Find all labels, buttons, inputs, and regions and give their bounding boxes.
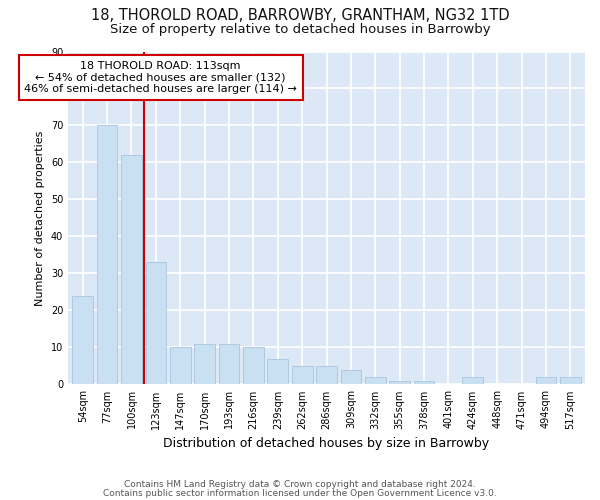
Bar — [170, 348, 191, 385]
Text: Size of property relative to detached houses in Barrowby: Size of property relative to detached ho… — [110, 22, 490, 36]
Bar — [97, 126, 118, 384]
X-axis label: Distribution of detached houses by size in Barrowby: Distribution of detached houses by size … — [163, 437, 490, 450]
Bar — [121, 155, 142, 384]
Bar — [365, 377, 386, 384]
Bar — [536, 377, 556, 384]
Bar — [73, 296, 93, 384]
Bar — [146, 262, 166, 384]
Bar — [414, 380, 434, 384]
Bar — [341, 370, 361, 384]
Text: Contains public sector information licensed under the Open Government Licence v3: Contains public sector information licen… — [103, 488, 497, 498]
Text: 18 THOROLD ROAD: 113sqm
← 54% of detached houses are smaller (132)
46% of semi-d: 18 THOROLD ROAD: 113sqm ← 54% of detache… — [25, 61, 297, 94]
Bar — [194, 344, 215, 384]
Bar — [316, 366, 337, 384]
Bar — [218, 344, 239, 384]
Bar — [268, 358, 288, 384]
Text: Contains HM Land Registry data © Crown copyright and database right 2024.: Contains HM Land Registry data © Crown c… — [124, 480, 476, 489]
Text: 18, THOROLD ROAD, BARROWBY, GRANTHAM, NG32 1TD: 18, THOROLD ROAD, BARROWBY, GRANTHAM, NG… — [91, 8, 509, 22]
Bar — [560, 377, 581, 384]
Bar — [243, 348, 264, 385]
Bar — [463, 377, 483, 384]
Bar — [389, 380, 410, 384]
Y-axis label: Number of detached properties: Number of detached properties — [35, 130, 45, 306]
Bar — [292, 366, 313, 384]
